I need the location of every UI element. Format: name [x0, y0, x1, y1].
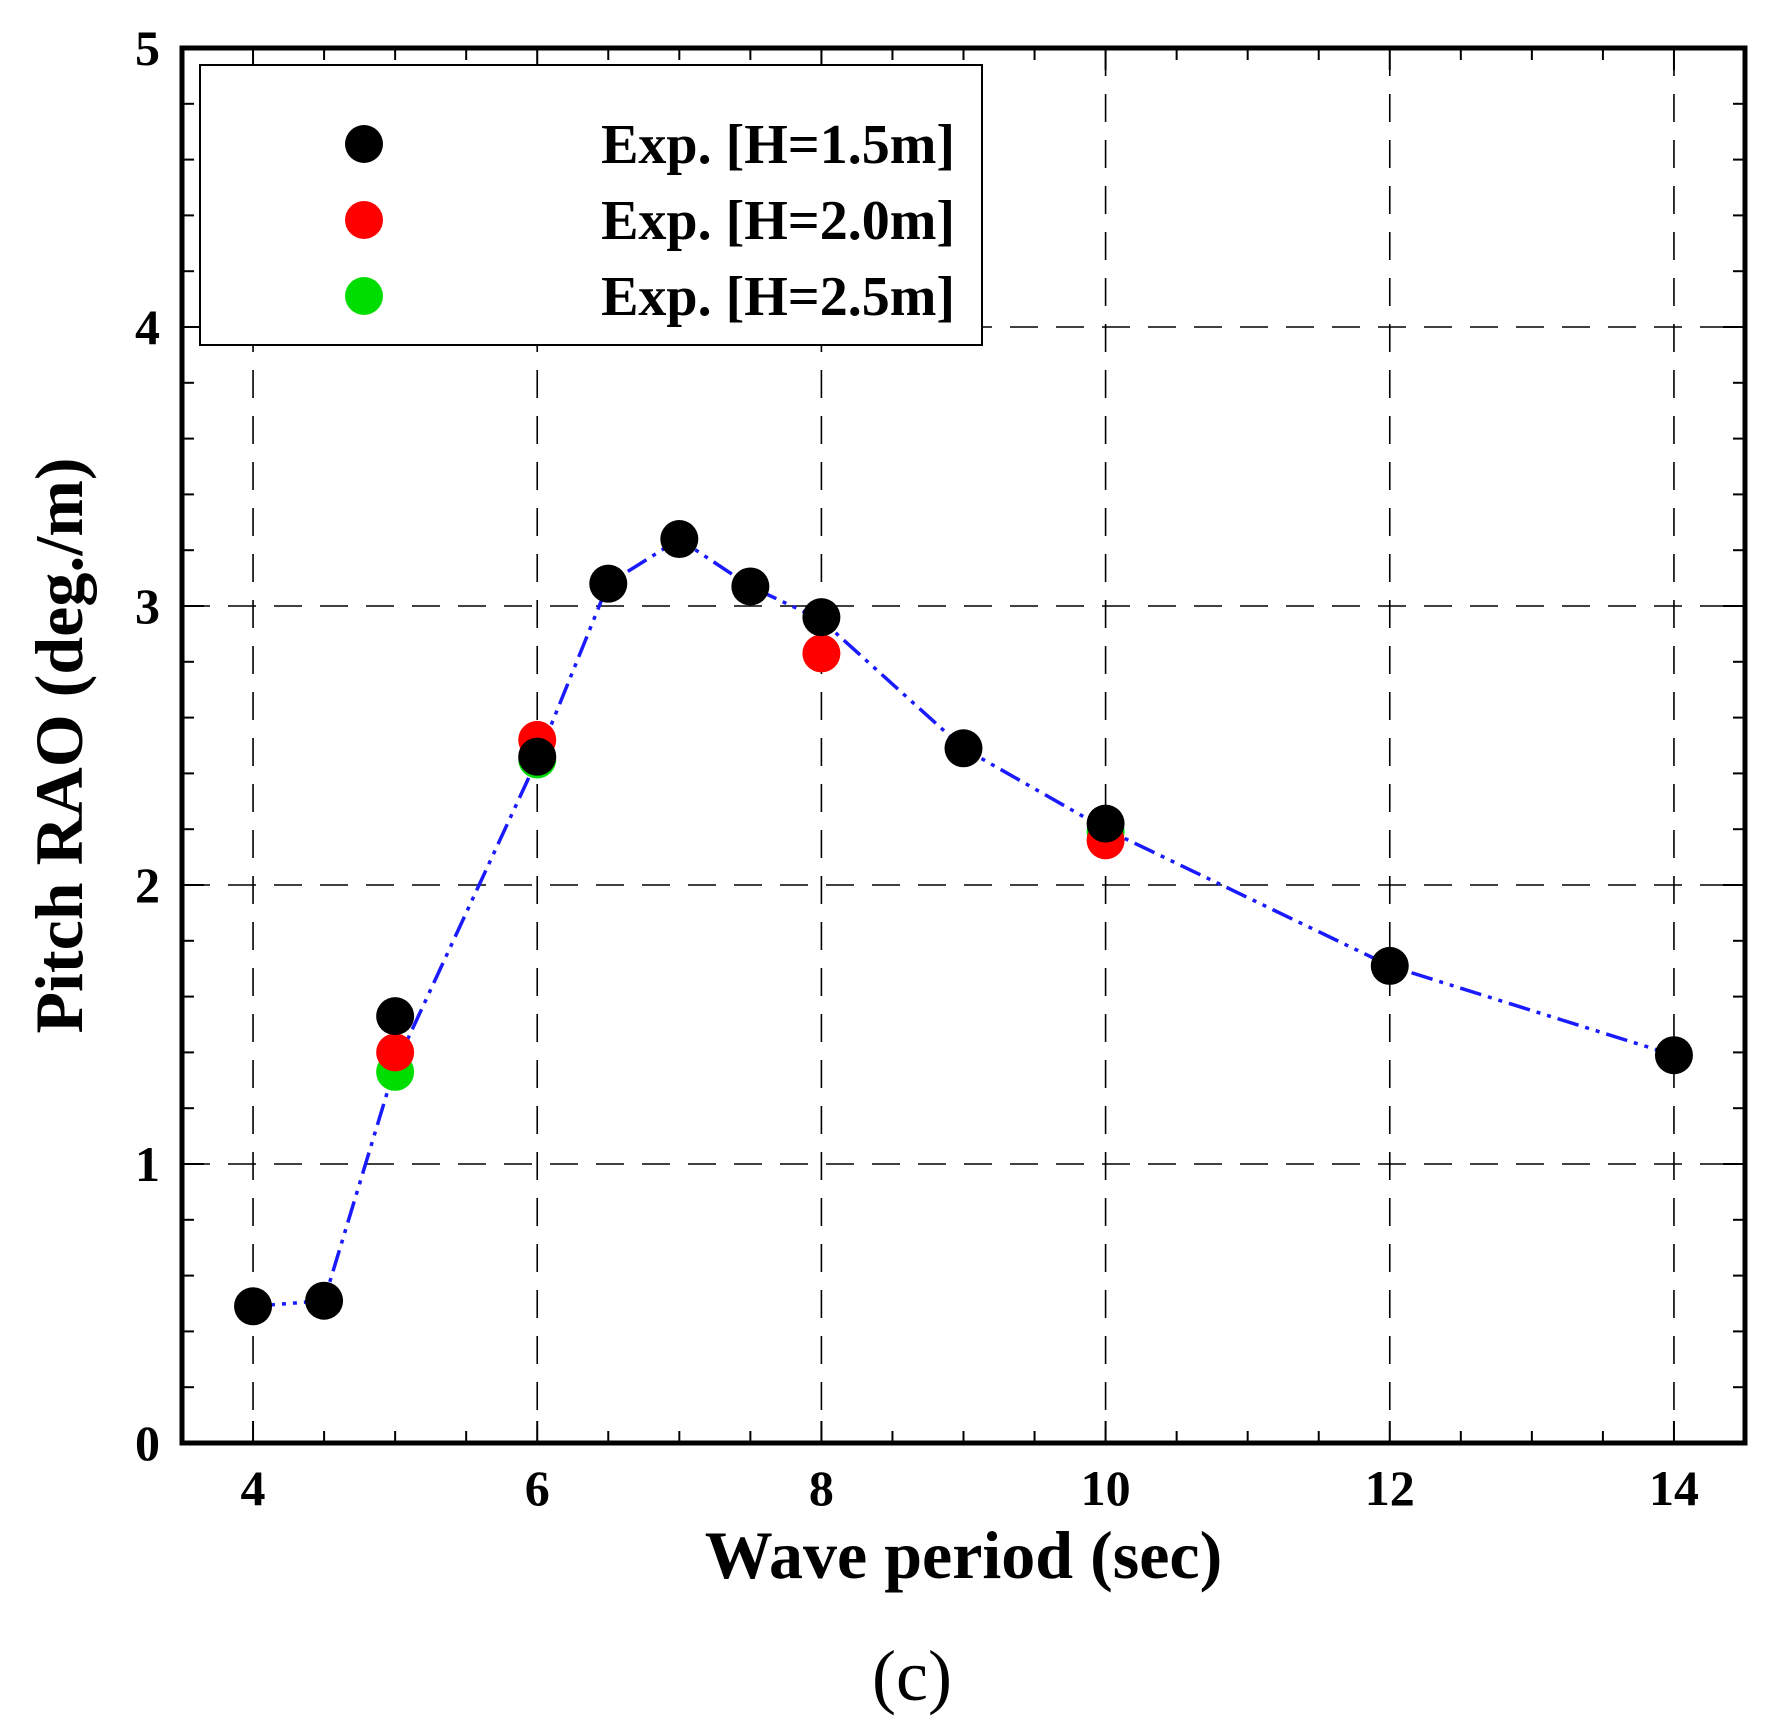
figure-caption: (c): [872, 1636, 952, 1716]
data-point: [944, 729, 983, 768]
data-point: [1086, 804, 1125, 843]
data-point: [1370, 946, 1409, 985]
legend-label: Exp. [H=2.5m]: [601, 266, 955, 328]
x-tick-label: 8: [809, 1460, 834, 1516]
data-point: [234, 1287, 273, 1326]
y-tick-label: 4: [135, 299, 160, 355]
legend-marker: [345, 125, 383, 163]
legend-marker: [345, 201, 383, 239]
y-tick-label: 0: [135, 1415, 160, 1471]
data-point: [802, 598, 841, 637]
x-tick-label: 6: [525, 1460, 550, 1516]
x-tick-label: 12: [1365, 1460, 1415, 1516]
legend-label: Exp. [H=1.5m]: [601, 114, 955, 176]
data-point: [731, 567, 770, 606]
point-layer: [234, 520, 1693, 1326]
data-point: [376, 997, 415, 1036]
x-axis-title: Wave period (sec): [705, 1517, 1222, 1593]
legend-label: Exp. [H=2.0m]: [601, 190, 955, 252]
x-tick-label: 4: [241, 1460, 266, 1516]
x-tick-label: 10: [1081, 1460, 1131, 1516]
series-line: [252, 536, 1675, 1309]
data-point: [376, 1033, 415, 1072]
y-axis-title: Pitch RAO (deg./m): [21, 457, 97, 1033]
line-layer: [252, 536, 1675, 1309]
data-point: [1654, 1036, 1693, 1075]
legend-box: [199, 64, 983, 346]
y-tick-label: 5: [135, 20, 160, 76]
y-tick-label: 3: [135, 578, 160, 634]
data-point: [589, 564, 628, 603]
y-tick-label: 2: [135, 857, 160, 913]
data-point: [305, 1281, 344, 1320]
data-point: [518, 737, 557, 776]
data-point: [660, 520, 699, 559]
legend: Exp. [H=1.5m] Exp. [H=2.0m] Exp. [H=2.5m]: [199, 64, 983, 346]
legend-marker: [345, 277, 383, 315]
data-point: [802, 634, 841, 673]
x-tick-label: 14: [1649, 1460, 1699, 1516]
y-tick-label: 1: [135, 1136, 160, 1192]
